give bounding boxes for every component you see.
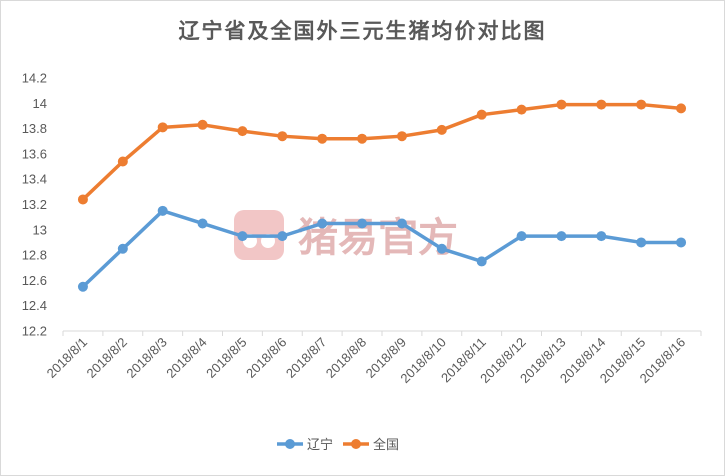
y-tick-label: 13.4: [22, 172, 47, 187]
y-tick-label: 12.4: [22, 298, 47, 313]
data-point: [676, 237, 687, 248]
series-line-1: [81, 209, 683, 289]
x-tick-label: 2018/8/1: [44, 335, 90, 381]
data-point: [317, 218, 328, 229]
data-point: [117, 243, 128, 254]
data-point: [317, 133, 328, 144]
data-point: [157, 122, 168, 133]
y-tick-label: 13: [33, 222, 47, 237]
y-tick-label: 12.8: [22, 248, 47, 263]
y-tick-label: 13.2: [22, 197, 47, 212]
x-tick-label: 2018/8/2: [84, 335, 130, 381]
data-point: [436, 124, 447, 135]
data-point: [77, 194, 88, 205]
chart-title: 辽宁省及全国外三元生猪均价对比图: [178, 19, 547, 43]
data-point: [596, 231, 607, 242]
data-point: [476, 109, 487, 120]
y-tick-label: 13.8: [22, 121, 47, 136]
x-tick-label: 2018/8/6: [243, 335, 289, 381]
data-point: [636, 99, 647, 110]
data-point: [357, 218, 368, 229]
data-point: [676, 103, 687, 114]
legend-swatch-marker: [285, 439, 295, 449]
data-point: [636, 237, 647, 248]
data-point: [516, 104, 527, 115]
data-point: [197, 119, 208, 130]
data-point: [476, 256, 487, 267]
y-tick-label: 12.2: [22, 324, 47, 339]
legend: 辽宁 全国: [277, 437, 399, 453]
data-point: [436, 243, 447, 254]
series-layer: [77, 99, 687, 292]
legend-swatch-marker: [351, 439, 361, 449]
x-tick-label: 2018/8/4: [163, 335, 209, 381]
y-tick-label: 13.6: [22, 146, 47, 161]
data-point: [277, 231, 288, 242]
data-point: [516, 231, 527, 242]
series-line-2: [81, 102, 683, 202]
data-point: [556, 231, 567, 242]
data-point: [237, 126, 248, 137]
y-tick-label: 12.6: [22, 273, 47, 288]
x-tick-label: 2018/8/5: [203, 335, 249, 381]
x-tick-label: 2018/8/3: [123, 335, 169, 381]
data-point: [117, 156, 128, 167]
data-point: [157, 205, 168, 216]
data-point: [596, 99, 607, 110]
data-point: [77, 281, 88, 292]
data-point: [237, 231, 248, 242]
data-point: [197, 218, 208, 229]
legend-label: 辽宁: [307, 437, 333, 453]
y-tick-label: 14.2: [22, 71, 47, 86]
x-tick-label: 2018/8/7: [283, 335, 329, 381]
legend-label: 全国: [373, 437, 399, 453]
data-point: [357, 133, 368, 144]
data-point: [396, 218, 407, 229]
data-point: [277, 131, 288, 142]
x-tick-label: 2018/8/8: [323, 335, 369, 381]
data-point: [556, 99, 567, 110]
data-point: [396, 131, 407, 142]
y-tick-label: 14: [33, 96, 47, 111]
